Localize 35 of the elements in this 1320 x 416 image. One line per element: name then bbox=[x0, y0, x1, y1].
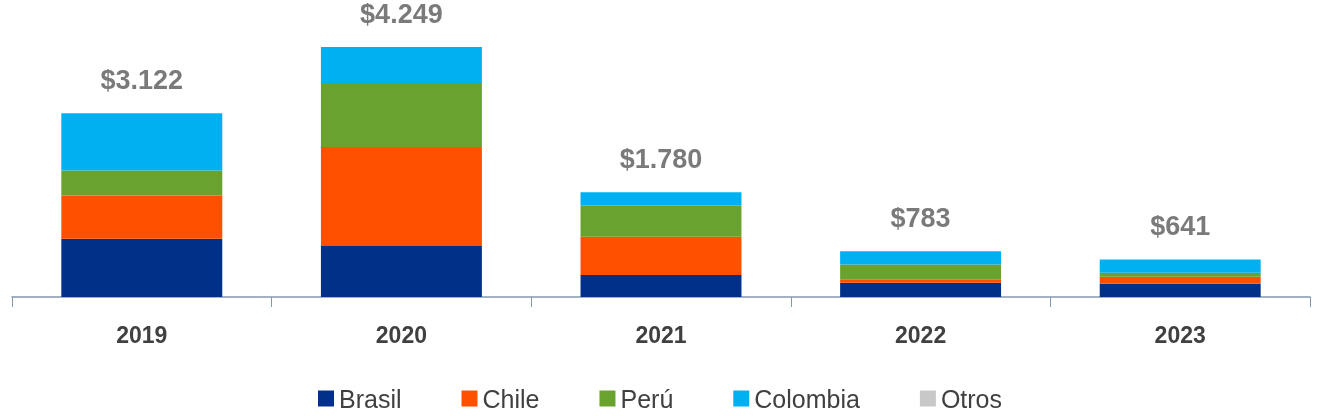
annotation: $4.249 bbox=[360, 0, 443, 29]
legend-label: Brasil bbox=[338, 384, 402, 413]
legend-label: Chile bbox=[482, 384, 540, 413]
bar bbox=[320, 47, 482, 83]
bar bbox=[320, 147, 482, 246]
annotation: $1.780 bbox=[619, 143, 703, 174]
bar bbox=[320, 246, 482, 297]
bar bbox=[580, 236, 742, 275]
annotation: $3.122 bbox=[100, 64, 184, 95]
bar bbox=[840, 264, 1002, 280]
bar bbox=[840, 279, 1002, 283]
annotation: $783 bbox=[890, 202, 951, 233]
bar bbox=[840, 282, 1002, 297]
bar bbox=[1099, 276, 1261, 284]
legend-label: Perú bbox=[620, 384, 674, 413]
bar bbox=[580, 205, 742, 237]
x-tick-label: 2021 bbox=[635, 321, 687, 348]
bar bbox=[1099, 259, 1261, 273]
bar bbox=[61, 195, 223, 239]
bar bbox=[320, 83, 482, 147]
x-tick-label: 2022 bbox=[895, 321, 947, 348]
x-tick-label: 2019 bbox=[116, 321, 168, 348]
bar bbox=[61, 170, 223, 196]
bar bbox=[580, 275, 742, 297]
bar bbox=[1099, 272, 1261, 277]
x-tick-label: 2020 bbox=[375, 321, 427, 348]
bar bbox=[61, 238, 223, 297]
bar bbox=[840, 251, 1002, 265]
legend-label: Otros bbox=[940, 384, 1003, 413]
annotation: $641 bbox=[1150, 211, 1211, 241]
x-tick-label: 2023 bbox=[1154, 321, 1206, 348]
bar bbox=[580, 192, 742, 206]
bar bbox=[61, 113, 223, 171]
bar bbox=[1099, 283, 1261, 297]
legend-label: Colombia bbox=[754, 384, 860, 413]
